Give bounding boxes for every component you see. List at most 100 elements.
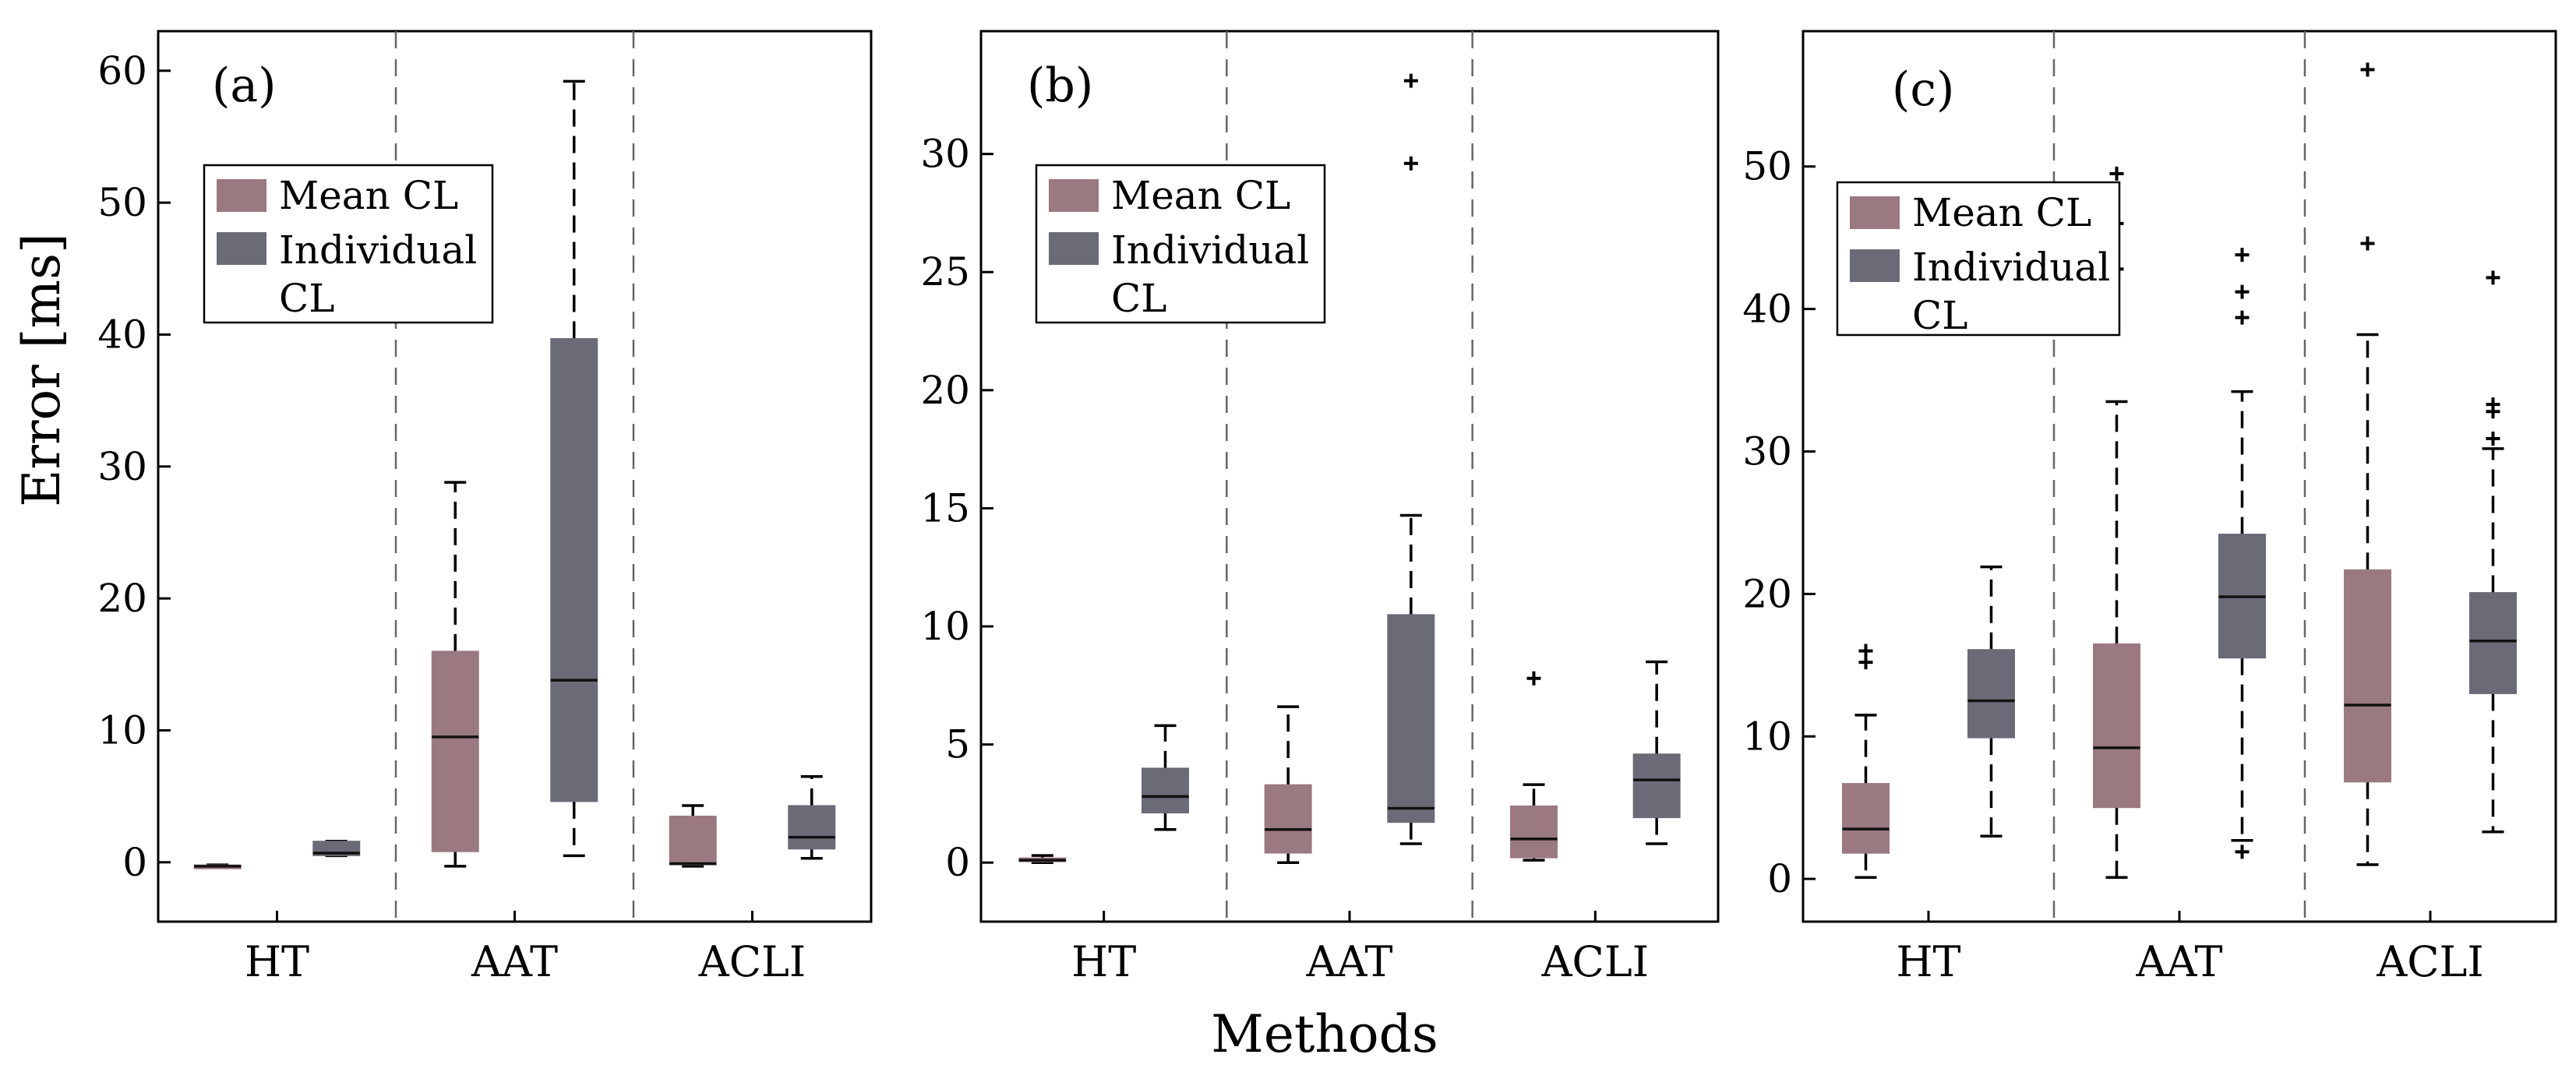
outlier-marker xyxy=(2486,270,2500,285)
y-tick-label: 50 xyxy=(97,180,147,225)
x-tick-label: AAT xyxy=(1305,937,1392,986)
outlier-marker xyxy=(1403,73,1418,88)
panel-label: (b) xyxy=(1027,58,1093,113)
box-mean-ht xyxy=(1842,644,1890,880)
legend-label-mean: Mean CL xyxy=(1111,173,1290,218)
box-iqr xyxy=(2093,643,2140,809)
box-iqr xyxy=(788,805,836,850)
box-iqr xyxy=(1264,784,1312,854)
y-tick-label: 0 xyxy=(945,840,970,885)
y-tick-label: 5 xyxy=(945,722,970,767)
outlier-marker xyxy=(1403,156,1418,171)
box-iqr xyxy=(1967,649,2015,739)
box-individual-ht xyxy=(1967,565,2015,838)
y-tick-label: 30 xyxy=(920,132,970,177)
legend-label-mean: Mean CL xyxy=(279,173,458,218)
y-tick-label: 10 xyxy=(920,604,970,649)
box-mean-aat xyxy=(431,481,479,868)
box-iqr xyxy=(669,816,717,866)
outlier-marker xyxy=(2235,248,2250,263)
box-iqr xyxy=(1632,753,1681,819)
y-tick-label: 15 xyxy=(920,485,970,531)
box-iqr xyxy=(1842,783,1890,854)
box-mean-aat xyxy=(1264,705,1312,864)
legend-swatch-mean xyxy=(1049,179,1099,212)
plot-frame xyxy=(1801,30,2557,923)
legend-label-individual-cont: CL xyxy=(1912,293,1967,338)
outlier-marker xyxy=(2109,166,2124,181)
box-iqr xyxy=(1510,805,1558,859)
outlier-marker xyxy=(2486,397,2500,412)
panel-b: 0 5 10 15 20 25 30 HT AAT ACLI (b) Mean CL Individua… xyxy=(920,30,1720,986)
y-tick-label: 20 xyxy=(920,368,970,413)
box-individual-aat xyxy=(2218,248,2266,859)
box-individual-acli xyxy=(2469,270,2517,834)
y-tick-label: 25 xyxy=(920,249,970,294)
outlier-marker xyxy=(2235,845,2250,859)
outlier-marker xyxy=(2360,236,2375,251)
x-tick-label: HT xyxy=(1071,937,1136,986)
box-iqr xyxy=(550,338,598,802)
legend-label-individual: Individual xyxy=(279,227,477,273)
box-iqr xyxy=(2344,569,2391,783)
y-tick-label: 10 xyxy=(1742,714,1792,759)
y-tick-label: 50 xyxy=(1742,144,1792,189)
panel-a: 0 10 20 30 40 50 60 HT AAT ACLI (a) Mean CL Individu… xyxy=(97,30,873,986)
y-tick-label: 0 xyxy=(122,840,147,885)
outlier-marker xyxy=(1858,644,1873,658)
box-mean-acli xyxy=(669,804,717,868)
y-tick-label: 0 xyxy=(1767,856,1792,901)
x-tick-label: ACLI xyxy=(698,937,806,986)
legend-swatch-mean xyxy=(217,179,266,212)
box-individual-ht xyxy=(312,839,361,858)
x-axis-label: Methods xyxy=(1211,1004,1438,1064)
y-tick-label: 40 xyxy=(1742,287,1792,332)
legend-label-individual-cont: CL xyxy=(279,276,334,321)
outlier-marker xyxy=(1526,671,1541,686)
y-tick-label: 30 xyxy=(1742,428,1792,474)
x-tick-label: ACLI xyxy=(1541,937,1650,986)
box-individual-acli xyxy=(1632,660,1681,845)
legend-swatch-individual xyxy=(217,232,266,265)
box-individual-acli xyxy=(788,774,836,860)
outlier-marker xyxy=(2486,432,2500,446)
x-tick-label: HT xyxy=(245,937,309,986)
y-tick-label: 20 xyxy=(1742,571,1792,616)
y-tick-label: 40 xyxy=(97,312,147,357)
legend-swatch-mean xyxy=(1850,196,1900,229)
box-individual-aat xyxy=(1387,73,1435,845)
legend-swatch-individual xyxy=(1049,232,1099,265)
panel-label: (a) xyxy=(212,58,277,113)
y-tick-label: 10 xyxy=(97,707,147,753)
box-individual-aat xyxy=(550,79,598,858)
legend-label-individual: Individual xyxy=(1912,245,2110,290)
box-iqr xyxy=(1142,767,1189,814)
box-mean-acli xyxy=(2344,62,2391,866)
outlier-marker xyxy=(2360,62,2375,77)
panel-c: 0 10 20 30 40 50 HT AAT ACLI (c) Mean CL Individual… xyxy=(1742,30,2557,986)
y-tick-label: 20 xyxy=(97,576,147,621)
box-mean-ht xyxy=(1018,854,1067,864)
x-tick-label: AAT xyxy=(2135,937,2222,986)
legend-label-mean: Mean CL xyxy=(1912,190,2091,235)
box-iqr xyxy=(2469,592,2517,694)
x-tick-label: ACLI xyxy=(2376,937,2484,986)
y-tick-label: 60 xyxy=(97,48,147,93)
legend-label-individual: Individual xyxy=(1111,227,1309,273)
x-tick-label: AAT xyxy=(471,937,558,986)
x-tick-label: HT xyxy=(1896,937,1960,986)
box-mean-acli xyxy=(1510,671,1558,862)
legend-label-individual-cont: CL xyxy=(1111,276,1166,321)
box-individual-ht xyxy=(1142,724,1189,831)
y-tick-label: 30 xyxy=(97,444,147,489)
y-axis-label: Error [ms] xyxy=(12,233,72,507)
box-iqr xyxy=(1387,614,1435,823)
outlier-marker xyxy=(2235,284,2250,299)
outlier-marker xyxy=(2235,310,2250,325)
panel-label: (c) xyxy=(1892,62,1954,117)
